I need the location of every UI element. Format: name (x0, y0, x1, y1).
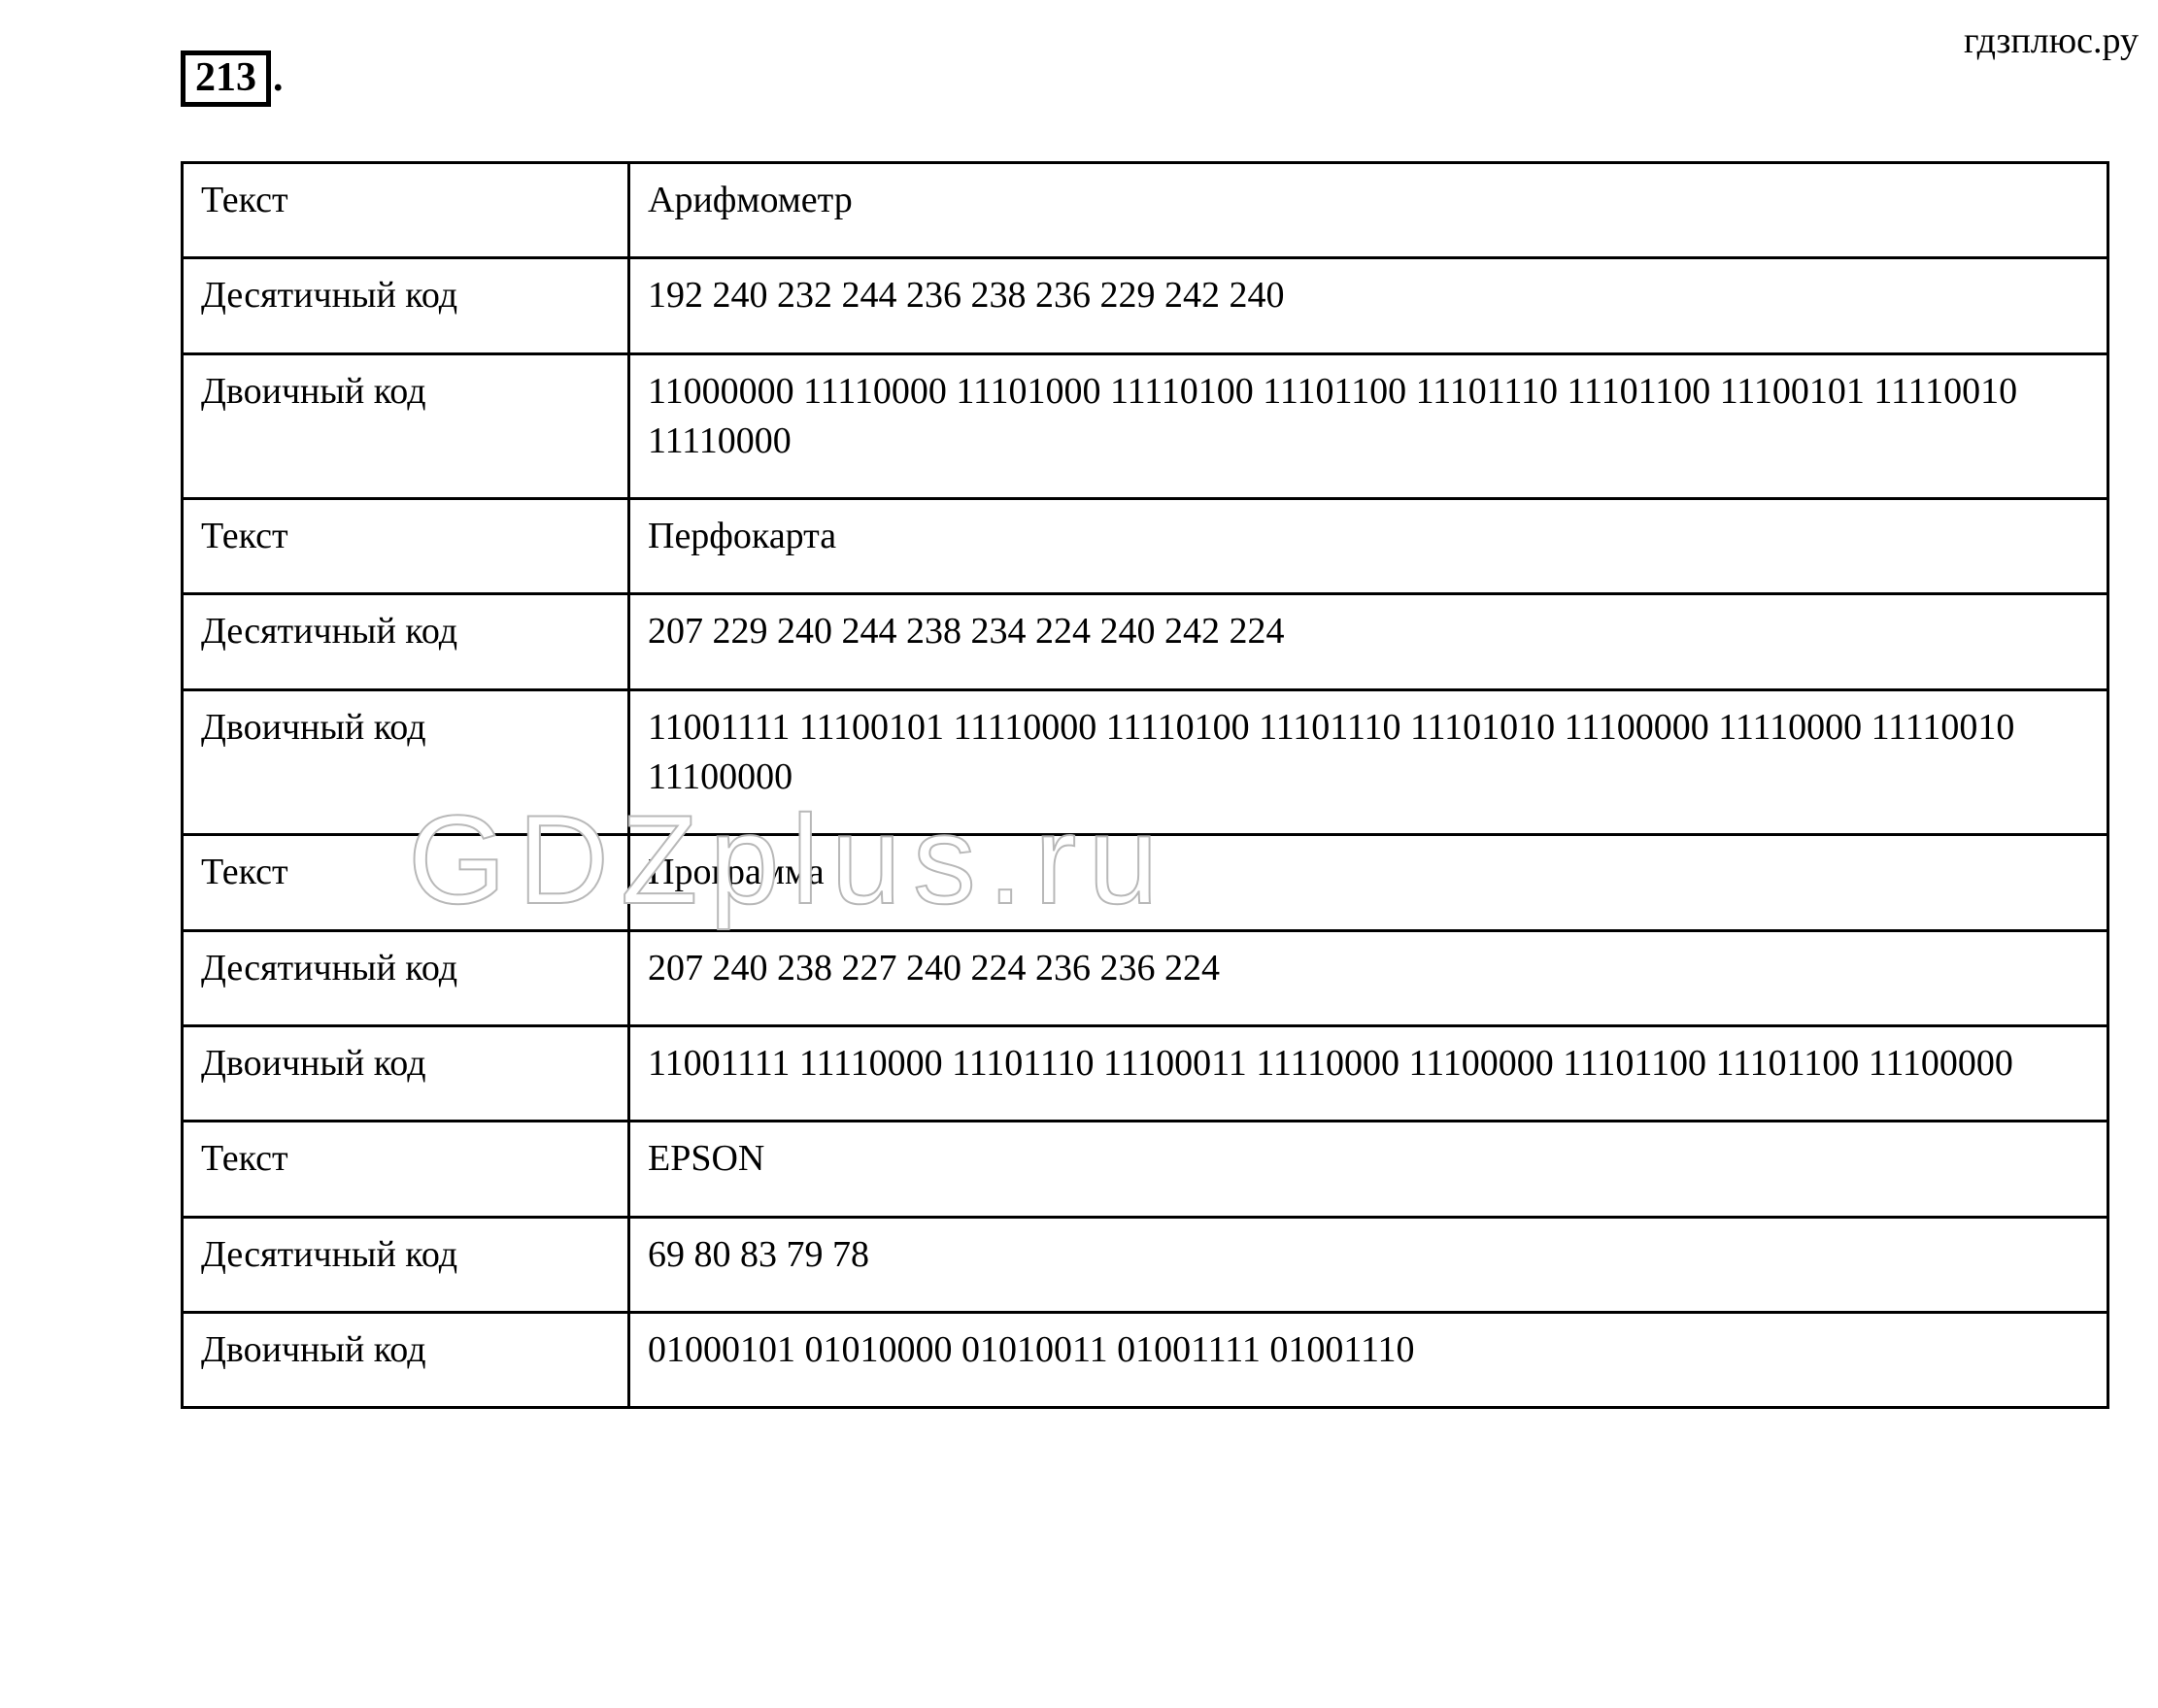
table-row: Десятичный код 207 229 240 244 238 234 2… (183, 594, 2108, 689)
site-watermark: гдзплюс.ру (1964, 19, 2139, 62)
table-row: Текст Арифмометр (183, 163, 2108, 258)
cell-value: 01000101 01010000 01010011 01001111 0100… (629, 1312, 2108, 1407)
cell-label: Текст (183, 499, 629, 594)
table-row: Двоичный код 01000101 01010000 01010011 … (183, 1312, 2108, 1407)
cell-label: Двоичный код (183, 353, 629, 499)
table-row: Текст Перфокарта (183, 499, 2108, 594)
cell-value: 69 80 83 79 78 (629, 1217, 2108, 1312)
cell-label: Текст (183, 1122, 629, 1217)
cell-label: Двоичный код (183, 1025, 629, 1121)
cell-label: Текст (183, 163, 629, 258)
cell-value: Программа (629, 835, 2108, 930)
cell-label: Десятичный код (183, 258, 629, 353)
cell-value: 11000000 11110000 11101000 11110100 1110… (629, 353, 2108, 499)
cell-value: 192 240 232 244 236 238 236 229 242 240 (629, 258, 2108, 353)
problem-number-dot: . (273, 55, 284, 100)
cell-value: 207 240 238 227 240 224 236 236 224 (629, 930, 2108, 1025)
cell-value: Арифмометр (629, 163, 2108, 258)
problem-number: 213 (181, 50, 271, 107)
table-row: Десятичный код 69 80 83 79 78 (183, 1217, 2108, 1312)
cell-value: 11001111 11110000 11101110 11100011 1111… (629, 1025, 2108, 1121)
cell-value: 11001111 11100101 11110000 11110100 1110… (629, 689, 2108, 835)
cell-label: Десятичный код (183, 1217, 629, 1312)
table-row: Десятичный код 192 240 232 244 236 238 2… (183, 258, 2108, 353)
cell-value: 207 229 240 244 238 234 224 240 242 224 (629, 594, 2108, 689)
problem-number-container: 213. (181, 50, 2139, 107)
table-row: Текст EPSON (183, 1122, 2108, 1217)
cell-label: Десятичный код (183, 930, 629, 1025)
table-row: Десятичный код 207 240 238 227 240 224 2… (183, 930, 2108, 1025)
table-row: Двоичный код 11000000 11110000 11101000 … (183, 353, 2108, 499)
table-row: Двоичный код 11001111 11110000 11101110 … (183, 1025, 2108, 1121)
cell-label: Текст (183, 835, 629, 930)
cell-label: Двоичный код (183, 1312, 629, 1407)
encoding-table-container: Текст Арифмометр Десятичный код 192 240 … (181, 161, 2100, 1409)
cell-label: Двоичный код (183, 689, 629, 835)
cell-label: Десятичный код (183, 594, 629, 689)
cell-value: EPSON (629, 1122, 2108, 1217)
cell-value: Перфокарта (629, 499, 2108, 594)
table-row: Двоичный код 11001111 11100101 11110000 … (183, 689, 2108, 835)
encoding-table: Текст Арифмометр Десятичный код 192 240 … (181, 161, 2109, 1409)
table-row: Текст Программа (183, 835, 2108, 930)
